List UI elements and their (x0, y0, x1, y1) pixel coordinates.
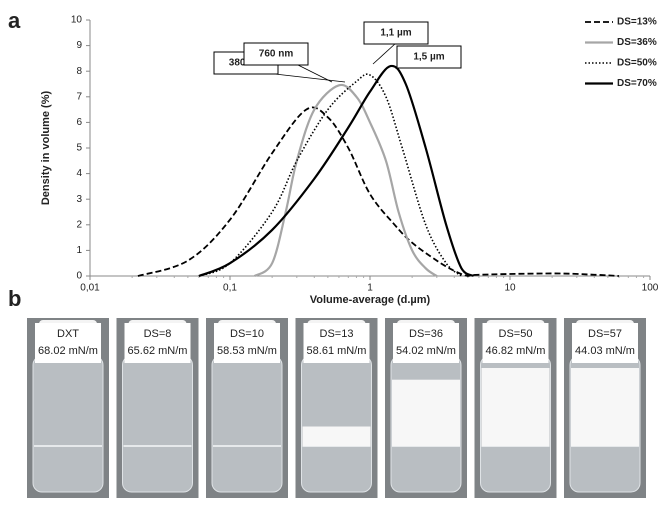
y-tick-label: 5 (76, 143, 82, 154)
x-tick-label: 1 (367, 283, 373, 294)
annotation-leader (265, 72, 346, 83)
legend-label: DS=13% (617, 17, 657, 28)
x-tick-label: 0,01 (80, 283, 100, 294)
vial-label-box (393, 323, 459, 363)
vial-label-box (572, 323, 638, 363)
series-line (254, 83, 438, 277)
annotation: 760 nm (259, 49, 294, 60)
vial-label-box (214, 323, 280, 363)
series-line (198, 73, 462, 277)
legend-label: DS=70% (617, 78, 657, 89)
annotation-leader (372, 42, 397, 65)
x-tick-label: 0,1 (223, 283, 237, 294)
y-tick-label: 1 (76, 245, 82, 256)
y-tick-label: 10 (71, 15, 83, 26)
foam (392, 379, 460, 446)
vial-tension: 44.03 mN/m (575, 345, 635, 357)
annotation: 1,5 µm (413, 52, 444, 63)
vial-label: DS=8 (144, 328, 172, 340)
annotation-box (396, 45, 462, 69)
foam (302, 426, 371, 446)
vial-body (122, 355, 193, 493)
y-tick-label: 2 (76, 219, 82, 230)
panel-label: b (8, 286, 21, 311)
vial-tension: 68.02 mN/m (38, 345, 98, 357)
panel-label: a (8, 8, 21, 33)
series-line (198, 64, 475, 278)
foam (571, 368, 639, 446)
x-tick-label: 100 (642, 283, 659, 294)
vial-label: DS=10 (230, 328, 264, 340)
annotation-box (243, 42, 309, 66)
y-tick-label: 6 (76, 117, 82, 128)
vial-label: DXT (57, 328, 79, 340)
vial-label: DS=36 (409, 328, 443, 340)
vial-tension: 54.02 mN/m (396, 345, 456, 357)
vial-label-box (303, 323, 370, 363)
vial-tension: 58.53 mN/m (217, 345, 277, 357)
vial-label-box (482, 323, 549, 363)
vial-label-box (124, 323, 191, 363)
vial-label: DS=50 (499, 328, 533, 340)
legend-label: DS=50% (617, 58, 657, 69)
series-line (137, 106, 619, 277)
vial-tension: 58.61 mN/m (307, 345, 367, 357)
x-axis-title: Volume-average (d.µm) (310, 294, 431, 306)
y-axis-title: Density in volume (%) (40, 91, 52, 206)
vial-body (32, 355, 104, 493)
vial-body (211, 355, 283, 493)
y-tick-label: 3 (76, 194, 82, 205)
vial-tension: 46.82 mN/m (486, 345, 546, 357)
y-tick-label: 8 (76, 66, 82, 77)
y-tick-label: 9 (76, 40, 82, 51)
annotation: 1,1 µm (380, 28, 411, 39)
y-tick-label: 4 (76, 168, 82, 179)
y-tick-label: 7 (76, 91, 82, 102)
vial-tension: 65.62 mN/m (128, 345, 188, 357)
vial-body (301, 355, 372, 493)
legend-label: DS=36% (617, 37, 657, 48)
vial-label-box (35, 323, 101, 363)
y-tick-label: 0 (76, 271, 82, 282)
vial-label: DS=57 (588, 328, 622, 340)
annotation-box (363, 21, 429, 45)
annotation-leader (295, 63, 333, 83)
x-tick-label: 10 (504, 283, 516, 294)
vial-label: DS=13 (320, 328, 354, 340)
foam (481, 368, 550, 446)
